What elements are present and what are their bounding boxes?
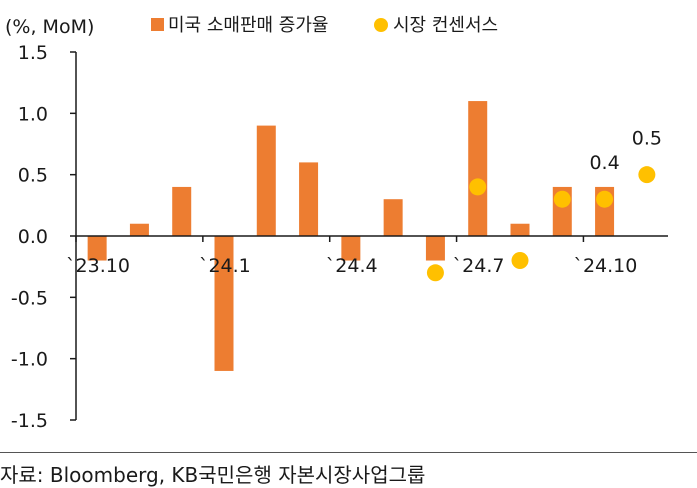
legend: 미국 소매판매 증가율 시장 컨센서스: [151, 15, 498, 36]
consensus-dots: [426, 166, 656, 282]
x-ticks: `23.10 `24.1 `24.4 `24.7 `24.10: [66, 255, 637, 277]
bar: [468, 101, 488, 236]
value-annotation: 0.5: [632, 128, 662, 150]
bar: [299, 162, 319, 236]
legend-dot-swatch: [374, 18, 388, 32]
unit-label: (%, MoM): [5, 16, 94, 38]
y-tick-label: 1.5: [18, 42, 48, 64]
x-tick-label: `24.4: [326, 255, 378, 277]
consensus-dot: [511, 252, 529, 270]
value-annotation: 0.4: [589, 152, 619, 174]
consensus-dot: [596, 190, 614, 208]
bar: [510, 223, 530, 236]
legend-bar-label: 미국 소매판매 증가율: [168, 15, 328, 36]
bar: [341, 236, 361, 261]
source-divider: [0, 452, 697, 453]
retail-sales-chart: (%, MoM) 미국 소매판매 증가율 시장 컨센서스 1.51.00.50.…: [5, 15, 668, 432]
y-tick-label: 0.0: [18, 226, 48, 248]
zero-line-group: [75, 235, 668, 242]
x-tick-label: `24.7: [453, 255, 505, 277]
consensus-dot: [553, 190, 571, 208]
bar: [87, 236, 107, 261]
bar: [383, 199, 403, 236]
x-tick-label: `24.10: [573, 255, 637, 277]
y-axis: 1.5 1.0 0.5 0.0 -0.5 -1.0 -1.5: [11, 42, 77, 432]
y-tick-label: -1.0: [11, 349, 48, 371]
bar: [129, 223, 149, 236]
consensus-dot: [469, 178, 487, 196]
y-tick-label: -0.5: [11, 287, 48, 309]
legend-bar-swatch: [151, 18, 164, 31]
y-tick-label: 0.5: [18, 165, 48, 187]
bar: [425, 236, 445, 261]
consensus-dot: [426, 264, 444, 282]
x-tick-label: `24.1: [199, 255, 251, 277]
legend-dot-label: 시장 컨센서스: [393, 15, 498, 36]
bar: [256, 125, 276, 236]
source-note: 자료: Bloomberg, KB국민은행 자본시장사업그룹: [0, 463, 426, 487]
bar: [172, 186, 192, 236]
y-tick-label: 1.0: [18, 103, 48, 125]
bar: [214, 236, 234, 371]
annotations: 0.4 0.5: [589, 128, 662, 175]
x-tick-label: `23.10: [66, 255, 130, 277]
y-tick-label: -1.5: [11, 410, 48, 432]
consensus-dot: [638, 166, 656, 184]
